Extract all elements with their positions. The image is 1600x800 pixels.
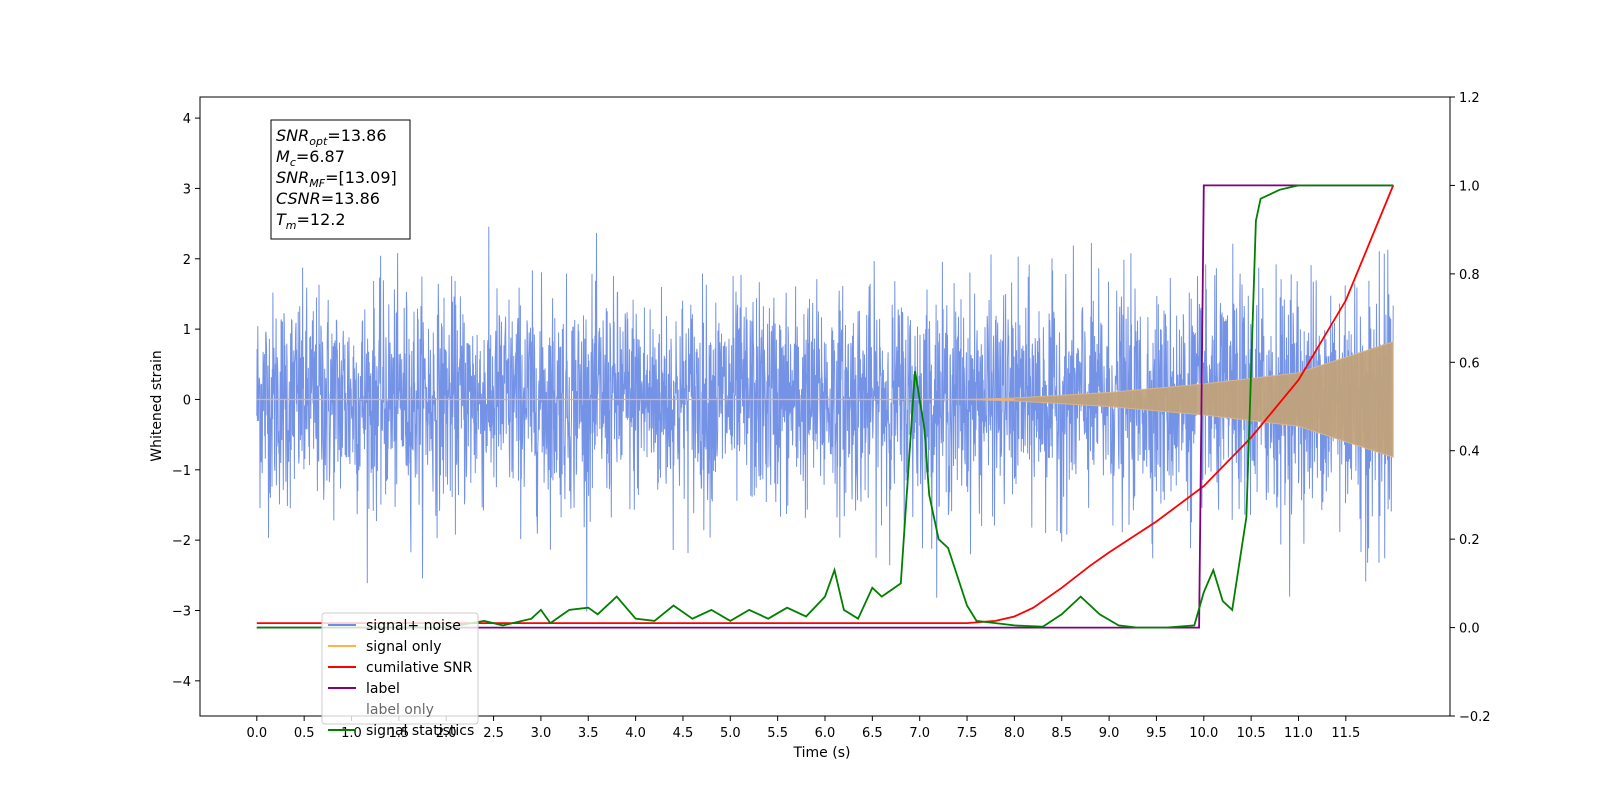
y-tick-label: −1	[172, 464, 191, 479]
x-tick-label: 10.0	[1189, 726, 1218, 741]
x-tick-label: 8.0	[1004, 726, 1025, 741]
y-axis-left: 4 3 2 1 0 −1 −2 −3 −4	[172, 112, 200, 690]
legend-label: label only	[366, 702, 434, 718]
y-tick-label: −4	[172, 675, 191, 690]
x-tick-label: 1.5	[389, 726, 410, 741]
y-tick-label: 4	[183, 112, 191, 127]
y-tick-label: 1	[183, 323, 191, 338]
annotation-line: Mc=6.87	[276, 147, 345, 169]
y-axis-label: Whitened strain	[149, 350, 165, 461]
x-tick-label: 7.5	[957, 726, 978, 741]
legend-label: cumilative SNR	[366, 660, 473, 676]
y-tick-label: −3	[172, 604, 191, 619]
y-tick-label: −2	[172, 534, 191, 549]
legend-label: signal statistics	[366, 723, 474, 739]
x-tick-label: 1.0	[341, 726, 362, 741]
y-tick-label: 2	[183, 253, 191, 268]
signal-noise-series	[256, 226, 1394, 612]
x-tick-label: 2.5	[483, 726, 504, 741]
x-axis-label: Time (s)	[793, 745, 851, 761]
y-tick-label: 3	[183, 182, 191, 197]
x-tick-label: 0.5	[294, 726, 315, 741]
annotation-line: Tm=12.2	[276, 210, 346, 232]
x-tick-label: 5.0	[720, 726, 741, 741]
y2-tick-label: 0.0	[1459, 622, 1480, 637]
annotation-frame	[270, 119, 411, 240]
x-tick-label: 11.0	[1284, 726, 1313, 741]
y2-tick-label: 1.0	[1459, 179, 1480, 194]
legend-label: signal+ noise	[366, 618, 461, 634]
x-tick-label: 9.5	[1146, 726, 1167, 741]
annotation-box: SNRopt=13.86Mc=6.87SNRMF=[13.09]CSNR=13.…	[270, 119, 411, 240]
series-line-2	[256, 185, 1395, 624]
y-axis-right: 1.2 1.0 0.8 0.6 0.4 0.2 0.0 −0.2	[1450, 91, 1491, 725]
y2-tick-label: −0.2	[1459, 710, 1491, 725]
y2-tick-label: 1.2	[1459, 91, 1480, 106]
x-tick-label: 5.5	[767, 726, 788, 741]
signal-noise-line	[256, 226, 1394, 612]
annotation-line: SNRMF=[13.09]	[276, 168, 397, 190]
series-line-5	[256, 184, 1394, 629]
x-tick-label: 3.5	[578, 726, 599, 741]
legend-label: signal only	[366, 639, 441, 655]
y2-tick-label: 0.2	[1459, 533, 1480, 548]
annotation-line: SNRopt=13.86	[276, 126, 387, 148]
x-tick-label: 2.0	[436, 726, 457, 741]
x-tick-label: 7.0	[909, 726, 930, 741]
right-axis-series	[256, 184, 1395, 629]
x-tick-label: 0.0	[246, 726, 267, 741]
x-tick-label: 9.0	[1099, 726, 1120, 741]
x-tick-label: 6.0	[815, 726, 836, 741]
y2-tick-label: 0.4	[1459, 445, 1480, 460]
x-tick-label: 4.5	[673, 726, 694, 741]
x-tick-label: 10.5	[1237, 726, 1266, 741]
legend: signal+ noise signal only cumilative SNR la…	[321, 612, 479, 739]
legend-frame	[321, 612, 479, 725]
x-tick-label: 4.0	[625, 726, 646, 741]
y2-tick-label: 0.8	[1459, 268, 1480, 283]
y2-tick-label: 0.6	[1459, 356, 1480, 371]
x-tick-label: 8.5	[1051, 726, 1072, 741]
x-tick-label: 3.0	[531, 726, 552, 741]
x-tick-label: 11.5	[1331, 726, 1360, 741]
legend-label: label	[366, 681, 400, 697]
signal-only-series	[256, 341, 1394, 458]
x-tick-label: 6.5	[862, 726, 883, 741]
y-tick-label: 0	[183, 393, 191, 408]
annotation-line: CSNR=13.86	[276, 189, 380, 208]
